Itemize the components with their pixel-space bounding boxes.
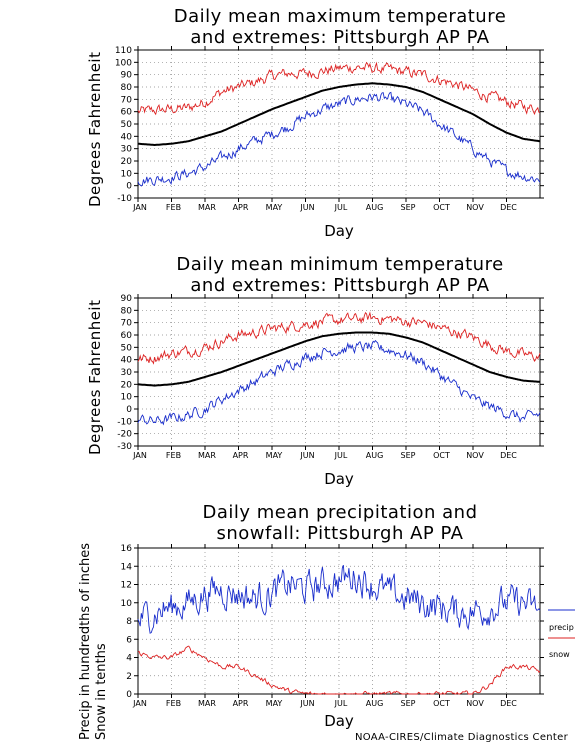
chart3-ytick-label: 8	[126, 617, 132, 627]
chart2-ytick-label: 60	[121, 331, 133, 341]
chart1-series-mean	[137, 82, 541, 147]
chart2-series-high	[137, 311, 541, 365]
chart1-series-low	[137, 91, 541, 187]
chart1-month-label: OCT	[433, 203, 450, 212]
chart1-title-line1: Daily mean maximum temperature	[173, 6, 507, 27]
chart2-title-line1: Daily mean minimum temperature	[176, 254, 504, 275]
chart3-series-precip	[137, 564, 541, 634]
chart2-title-line2: and extremes: Pittsburgh AP PA	[190, 275, 490, 296]
chart1-month-label: MAY	[266, 203, 283, 212]
chart3-ytick-label: 2	[126, 672, 132, 682]
chart1-month-label: JAN	[132, 203, 147, 212]
chart1-ytick-label: 40	[121, 132, 133, 142]
chart2-month-label: JAN	[132, 451, 147, 460]
chart1-month-label: APR	[233, 203, 249, 212]
chart3-ytick-label: 16	[121, 544, 133, 554]
chart2-series-low	[137, 339, 541, 426]
chart2-xlabel: Day	[324, 470, 354, 488]
chart3-month-label: SEP	[401, 699, 416, 708]
chart3-month-label: JUN	[299, 699, 314, 708]
chart3-ytick-label: 14	[121, 562, 133, 572]
chart2-ytick-label: 70	[121, 319, 133, 329]
chart2-month-label: FEB	[166, 451, 181, 460]
chart3-month-label: OCT	[433, 699, 450, 708]
chart1-ytick-label: 70	[121, 95, 133, 105]
chart1-month-label: AUG	[366, 203, 384, 212]
chart1-month-label: JUL	[334, 203, 348, 212]
chart2-ytick-label: 10	[121, 393, 133, 403]
chart3-month-label: MAY	[266, 699, 283, 708]
chart3-title: Daily mean precipitation and snowfall: P…	[120, 502, 560, 544]
chart2-month-label: JUL	[334, 451, 348, 460]
chart2-month-label: NOV	[466, 451, 484, 460]
chart3-xlabel: Day	[324, 712, 354, 730]
chart1-month-label: SEP	[401, 203, 416, 212]
chart1-series-high	[137, 61, 541, 116]
chart1-month-label: DEC	[500, 203, 517, 212]
chart1-ytick-label: 0	[126, 182, 132, 192]
chart2-month-label: AUG	[366, 451, 384, 460]
chart2-ytick-label: 90	[121, 294, 133, 304]
chart2-month-label: DEC	[500, 451, 517, 460]
chart1-ytick-label: 100	[115, 58, 132, 68]
chart2-ytick-label: 30	[121, 368, 133, 378]
chart3-ytick-label: 12	[121, 581, 132, 591]
chart3-month-label: FEB	[166, 699, 181, 708]
chart3-title-line2: snowfall: Pittsburgh AP PA	[216, 523, 464, 544]
chart3-month-label: DEC	[500, 699, 517, 708]
chart2-ytick-label: 80	[121, 306, 133, 316]
chart1-ytick-label: 60	[121, 108, 133, 118]
chart3-month-label: JUL	[334, 699, 348, 708]
chart3-month-label: NOV	[466, 699, 484, 708]
chart2-ytick-label: -10	[117, 417, 132, 427]
chart1-month-label: NOV	[466, 203, 484, 212]
legend-precip-label: precip	[549, 623, 574, 632]
chart1-xlabel: Day	[324, 222, 354, 240]
chart1-ytick-label: 30	[121, 145, 133, 155]
chart2-ytick-label: 50	[121, 343, 133, 353]
chart2-title: Daily mean minimum temperature and extre…	[120, 254, 560, 296]
chart3-ytick-label: 4	[126, 654, 132, 664]
chart2-month-label: MAY	[266, 451, 283, 460]
chart2-month-label: SEP	[401, 451, 416, 460]
chart1-ytick-label: 50	[121, 120, 133, 130]
chart1-month-label: JUN	[299, 203, 314, 212]
chart1-month-label: MAR	[198, 203, 216, 212]
chart1-ytick-label: 90	[121, 71, 133, 81]
chart1-title: Daily mean maximum temperature and extre…	[120, 6, 560, 48]
chart2-month-label: JUN	[299, 451, 314, 460]
chart2-ytick-label: -30	[117, 442, 132, 452]
chart3-month-label: JAN	[132, 699, 147, 708]
chart1-ytick-label: 20	[121, 157, 133, 167]
chart2-month-label: OCT	[433, 451, 450, 460]
chart3-ytick-label: 10	[121, 599, 133, 609]
chart3-month-label: MAR	[198, 699, 216, 708]
chart3-ytick-label: 0	[126, 690, 132, 700]
chart1-ytick-label: -10	[117, 194, 132, 204]
chart3-title-line1: Daily mean precipitation and	[202, 502, 478, 523]
chart1-ytick-label: 10	[121, 169, 133, 179]
chart3-month-label: APR	[233, 699, 249, 708]
chart2-ytick-label: 0	[126, 405, 132, 415]
chart3-month-label: AUG	[366, 699, 384, 708]
chart1-title-line2: and extremes: Pittsburgh AP PA	[190, 27, 490, 48]
chart3-ytick-label: 6	[126, 635, 132, 645]
legend-snow-label: snow	[549, 650, 570, 659]
chart2-ytick-label: 20	[121, 380, 133, 390]
chart1-ytick-label: 110	[115, 46, 132, 56]
chart2-month-label: APR	[233, 451, 249, 460]
chart1-month-label: FEB	[166, 203, 181, 212]
chart2-ytick-label: -20	[117, 430, 132, 440]
chart1-ytick-label: 80	[121, 83, 133, 93]
chart2-month-label: MAR	[198, 451, 216, 460]
chart3-series-snow	[137, 645, 541, 695]
credit-text: NOAA-CIRES/Climate Diagnostics Center	[354, 732, 568, 743]
chart2-series-mean	[137, 331, 541, 387]
chart2-ytick-label: 40	[121, 356, 133, 366]
